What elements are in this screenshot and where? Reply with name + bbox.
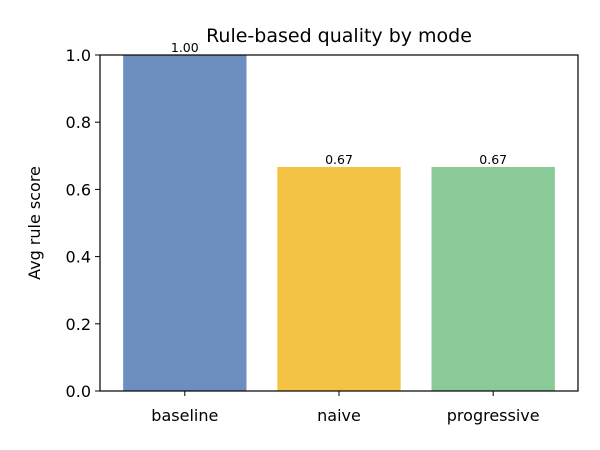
chart-title: Rule-based quality by mode — [206, 25, 472, 47]
x-tick-label-progressive: progressive — [447, 406, 540, 425]
y-tick-label: 1.0 — [66, 46, 91, 65]
x-axis-ticks: baseline naive progressive — [151, 391, 540, 425]
y-axis-ticks: 0.0 0.2 0.4 0.6 0.8 1.0 — [66, 46, 100, 401]
y-axis-label: Avg rule score — [25, 166, 44, 280]
y-tick-label: 0.4 — [66, 248, 91, 267]
x-tick-label-naive: naive — [317, 406, 361, 425]
y-tick-label: 0.2 — [66, 315, 91, 334]
x-tick-label-baseline: baseline — [151, 406, 218, 425]
y-tick-label: 0.8 — [66, 113, 91, 132]
data-label-naive: 0.67 — [325, 152, 353, 167]
y-tick-label: 0.0 — [66, 382, 91, 401]
bar-progressive — [431, 166, 555, 391]
bar-baseline — [123, 55, 247, 391]
bar-group: 1.00 0.67 0.67 — [123, 40, 555, 391]
plot-frame — [99, 54, 579, 392]
bar-naive — [277, 166, 401, 391]
data-label-progressive: 0.67 — [479, 152, 507, 167]
y-tick-label: 0.6 — [66, 180, 91, 199]
data-label-baseline: 1.00 — [171, 40, 199, 55]
